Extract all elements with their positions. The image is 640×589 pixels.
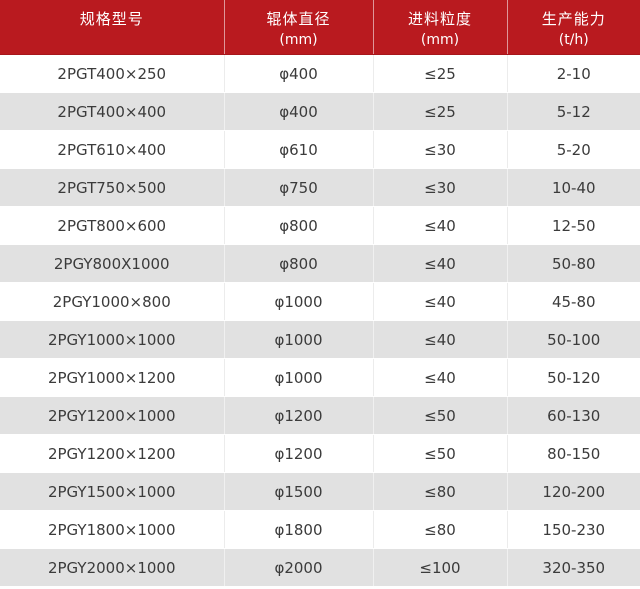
cell-feed-size: ≤30 <box>373 168 508 207</box>
cell-feed-size: ≤40 <box>373 206 508 245</box>
cell-roller-diameter: φ1200 <box>224 396 374 435</box>
cell-feed-size: ≤50 <box>373 434 508 473</box>
column-header-label: 生产能力 <box>541 10 606 28</box>
column-header-roller-diameter: 辊体直径 (mm) <box>224 0 374 55</box>
cell-roller-diameter: φ1000 <box>224 320 374 359</box>
column-header-feed-size: 进料粒度 (mm) <box>373 0 508 55</box>
cell-capacity: 120-200 <box>507 472 640 511</box>
cell-model: 2PGY1200×1000 <box>0 396 225 435</box>
cell-capacity: 5-12 <box>507 92 640 131</box>
cell-roller-diameter: φ1000 <box>224 358 374 397</box>
cell-roller-diameter: φ400 <box>224 54 374 93</box>
cell-feed-size: ≤80 <box>373 472 508 511</box>
cell-model: 2PGT610×400 <box>0 130 225 169</box>
cell-feed-size: ≤30 <box>373 130 508 169</box>
table-body: 2PGT400×250 φ400 ≤25 2-10 2PGT400×400 φ4… <box>0 54 640 587</box>
table-row: 2PGY2000×1000 φ2000 ≤100 320-350 <box>0 548 640 587</box>
cell-roller-diameter: φ1800 <box>224 510 374 549</box>
table-row: 2PGT400×250 φ400 ≤25 2-10 <box>0 54 640 93</box>
table-row: 2PGT400×400 φ400 ≤25 5-12 <box>0 92 640 131</box>
header-row: 规格型号 辊体直径 (mm) 进料粒度 (mm) 生产能力 (t/h) <box>0 0 640 55</box>
table-row: 2PGY1200×1200 φ1200 ≤50 80-150 <box>0 434 640 473</box>
cell-model: 2PGY1000×800 <box>0 282 225 321</box>
table-row: 2PGT800×600 φ800 ≤40 12-50 <box>0 206 640 245</box>
cell-roller-diameter: φ750 <box>224 168 374 207</box>
cell-feed-size: ≤40 <box>373 282 508 321</box>
cell-capacity: 50-120 <box>507 358 640 397</box>
table-row: 2PGY1800×1000 φ1800 ≤80 150-230 <box>0 510 640 549</box>
column-header-model: 规格型号 <box>0 0 225 55</box>
cell-capacity: 320-350 <box>507 548 640 587</box>
table-row: 2PGT750×500 φ750 ≤30 10-40 <box>0 168 640 207</box>
cell-feed-size: ≤40 <box>373 358 508 397</box>
cell-roller-diameter: φ610 <box>224 130 374 169</box>
cell-capacity: 80-150 <box>507 434 640 473</box>
cell-roller-diameter: φ800 <box>224 244 374 283</box>
cell-model: 2PGY1200×1200 <box>0 434 225 473</box>
cell-model: 2PGT400×250 <box>0 54 225 93</box>
cell-capacity: 12-50 <box>507 206 640 245</box>
cell-feed-size: ≤50 <box>373 396 508 435</box>
table-row: 2PGY1200×1000 φ1200 ≤50 60-130 <box>0 396 640 435</box>
cell-capacity: 10-40 <box>507 168 640 207</box>
cell-model: 2PGT800×600 <box>0 206 225 245</box>
cell-model: 2PGT400×400 <box>0 92 225 131</box>
cell-model: 2PGY1000×1200 <box>0 358 225 397</box>
cell-capacity: 50-100 <box>507 320 640 359</box>
cell-feed-size: ≤25 <box>373 92 508 131</box>
column-header-unit: (mm) <box>420 32 460 48</box>
table-row: 2PGY1500×1000 φ1500 ≤80 120-200 <box>0 472 640 511</box>
column-header-unit: (t/h) <box>558 32 589 48</box>
cell-model: 2PGY1000×1000 <box>0 320 225 359</box>
cell-feed-size: ≤40 <box>373 320 508 359</box>
column-header-label: 辊体直径 <box>266 10 331 28</box>
column-header-capacity: 生产能力 (t/h) <box>507 0 640 55</box>
cell-model: 2PGY1800×1000 <box>0 510 225 549</box>
cell-feed-size: ≤100 <box>373 548 508 587</box>
cell-capacity: 150-230 <box>507 510 640 549</box>
cell-roller-diameter: φ1500 <box>224 472 374 511</box>
cell-capacity: 5-20 <box>507 130 640 169</box>
table-row: 2PGY800X1000 φ800 ≤40 50-80 <box>0 244 640 283</box>
cell-capacity: 50-80 <box>507 244 640 283</box>
column-header-label: 规格型号 <box>79 10 144 28</box>
cell-model: 2PGY1500×1000 <box>0 472 225 511</box>
table-header: 规格型号 辊体直径 (mm) 进料粒度 (mm) 生产能力 (t/h) <box>0 0 640 55</box>
column-header-unit: (mm) <box>279 32 318 48</box>
cell-feed-size: ≤80 <box>373 510 508 549</box>
cell-roller-diameter: φ400 <box>224 92 374 131</box>
cell-feed-size: ≤40 <box>373 244 508 283</box>
cell-roller-diameter: φ1000 <box>224 282 374 321</box>
cell-roller-diameter: φ800 <box>224 206 374 245</box>
cell-feed-size: ≤25 <box>373 54 508 93</box>
cell-model: 2PGY2000×1000 <box>0 548 225 587</box>
column-header-label: 进料粒度 <box>407 10 472 28</box>
cell-capacity: 45-80 <box>507 282 640 321</box>
cell-model: 2PGT750×500 <box>0 168 225 207</box>
table-row: 2PGY1000×1000 φ1000 ≤40 50-100 <box>0 320 640 359</box>
cell-capacity: 60-130 <box>507 396 640 435</box>
table-row: 2PGY1000×800 φ1000 ≤40 45-80 <box>0 282 640 321</box>
cell-capacity: 2-10 <box>507 54 640 93</box>
table-row: 2PGY1000×1200 φ1000 ≤40 50-120 <box>0 358 640 397</box>
cell-model: 2PGY800X1000 <box>0 244 225 283</box>
table-row: 2PGT610×400 φ610 ≤30 5-20 <box>0 130 640 169</box>
cell-roller-diameter: φ1200 <box>224 434 374 473</box>
cell-roller-diameter: φ2000 <box>224 548 374 587</box>
